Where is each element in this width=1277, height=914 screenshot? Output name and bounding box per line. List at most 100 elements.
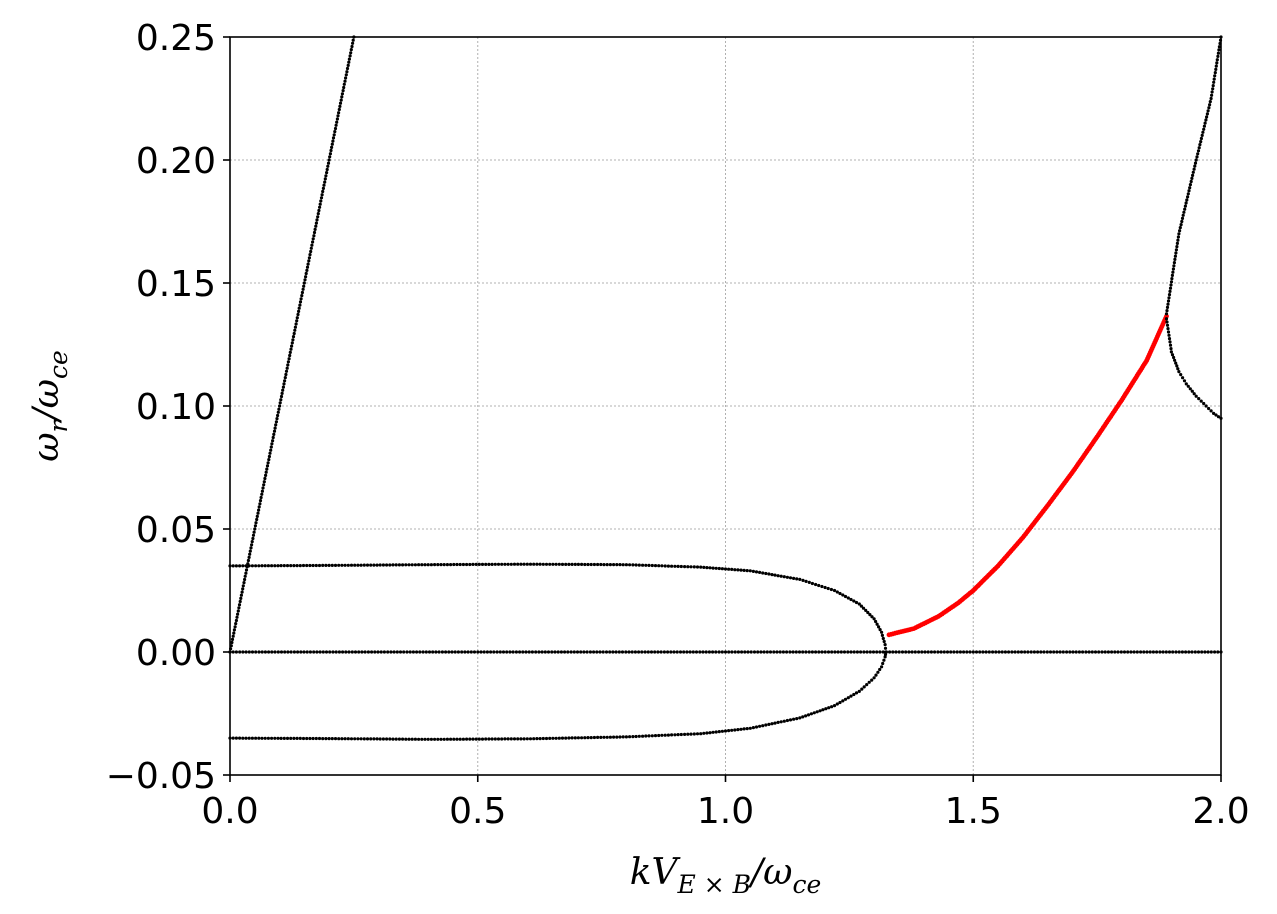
data-point xyxy=(1180,650,1184,654)
data-point xyxy=(279,650,284,654)
data-point xyxy=(880,633,885,638)
data-point xyxy=(528,737,533,741)
data-point xyxy=(279,394,284,399)
data-point xyxy=(859,604,864,608)
data-point xyxy=(444,650,448,654)
data-point xyxy=(421,650,425,654)
data-point xyxy=(452,737,456,741)
data-point xyxy=(676,564,680,569)
data-point xyxy=(288,353,292,358)
plot-data xyxy=(228,35,1223,741)
data-point xyxy=(244,564,248,568)
data-point xyxy=(854,691,859,695)
data-point xyxy=(489,650,493,654)
data-point xyxy=(337,563,341,567)
data-point xyxy=(1158,650,1162,654)
data-point xyxy=(344,76,348,80)
data-point xyxy=(271,439,275,443)
data-point xyxy=(347,60,351,64)
data-point xyxy=(231,634,235,638)
data-point xyxy=(733,568,737,572)
data-point xyxy=(1170,353,1175,357)
data-point xyxy=(260,736,264,740)
data-point xyxy=(263,736,267,740)
data-point xyxy=(920,650,924,654)
data-point xyxy=(751,569,756,574)
data-point xyxy=(962,650,966,654)
data-point xyxy=(522,562,526,566)
data-point xyxy=(1171,267,1175,271)
data-point xyxy=(397,563,401,567)
data-point xyxy=(269,448,273,452)
data-point xyxy=(324,737,328,741)
data-point xyxy=(559,650,564,654)
data-point xyxy=(641,563,645,567)
data-point xyxy=(727,729,731,733)
data-point xyxy=(1208,100,1212,104)
data-point xyxy=(553,650,557,654)
data-point xyxy=(1139,650,1143,654)
data-point xyxy=(615,563,619,567)
data-point xyxy=(1184,201,1188,205)
data-point xyxy=(314,563,318,568)
data-point xyxy=(449,563,453,567)
data-point xyxy=(841,699,845,703)
data-point xyxy=(1214,67,1218,71)
data-point xyxy=(881,661,885,666)
data-point xyxy=(283,379,287,383)
data-point xyxy=(254,650,258,654)
data-point xyxy=(302,284,306,288)
data-point xyxy=(238,564,242,568)
data-point xyxy=(653,734,658,738)
data-point xyxy=(285,736,290,741)
data-point xyxy=(1180,219,1184,224)
data-point xyxy=(1203,650,1207,654)
data-point xyxy=(1177,232,1181,236)
data-point xyxy=(282,382,286,386)
data-point xyxy=(810,650,815,654)
data-point xyxy=(1202,401,1206,406)
data-point xyxy=(417,563,421,567)
data-point xyxy=(490,737,494,741)
data-point xyxy=(764,723,768,727)
data-point xyxy=(351,41,355,45)
data-point xyxy=(1191,173,1195,177)
data-point xyxy=(554,562,558,566)
data-point xyxy=(299,297,303,301)
data-point xyxy=(761,724,765,728)
data-point xyxy=(321,186,325,190)
data-point xyxy=(1183,207,1187,211)
data-point xyxy=(694,650,699,654)
data-point xyxy=(1061,650,1065,654)
data-point xyxy=(647,734,651,738)
data-point xyxy=(480,737,485,741)
data-point xyxy=(244,650,248,654)
data-point xyxy=(474,562,478,567)
data-point xyxy=(476,650,480,654)
data-point xyxy=(705,731,709,735)
data-point xyxy=(865,650,869,654)
data-point xyxy=(244,568,249,572)
data-point xyxy=(286,360,290,364)
data-point xyxy=(846,650,850,654)
data-point xyxy=(331,136,336,140)
data-point xyxy=(1201,130,1205,134)
data-point xyxy=(761,571,765,575)
data-point xyxy=(1190,176,1194,180)
data-point xyxy=(643,650,647,654)
data-point xyxy=(309,249,313,254)
data-point xyxy=(372,737,376,741)
data-point xyxy=(426,563,430,567)
data-point xyxy=(1172,264,1176,268)
data-point xyxy=(330,142,334,146)
data-point xyxy=(1215,58,1219,62)
data-point xyxy=(1173,257,1177,261)
data-point xyxy=(1199,136,1203,141)
data-point xyxy=(281,385,285,389)
data-point xyxy=(817,583,821,588)
data-point xyxy=(580,562,584,567)
data-point xyxy=(824,707,828,711)
data-point xyxy=(804,714,808,718)
data-point xyxy=(1213,71,1217,75)
data-point xyxy=(881,636,885,641)
